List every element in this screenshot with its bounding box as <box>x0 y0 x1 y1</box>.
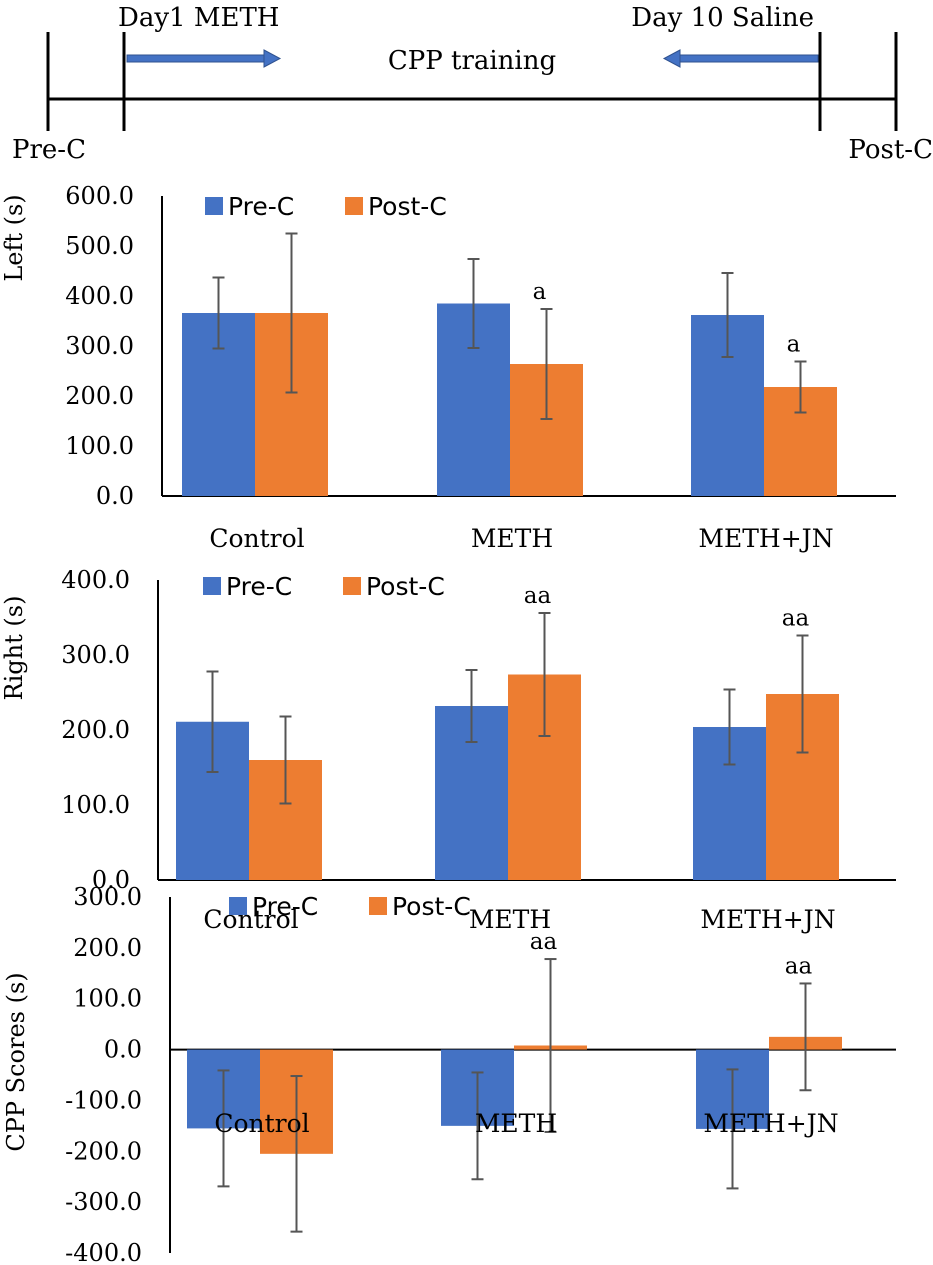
timeline-right-label: Post-C <box>848 135 933 165</box>
error-bar <box>467 258 480 349</box>
legend-label: Pre-C <box>226 572 292 601</box>
error-bar <box>212 276 225 350</box>
y-tick-label: 200.0 <box>65 382 134 410</box>
category-label: Control <box>209 524 304 553</box>
error-bar <box>206 670 219 773</box>
timeline-left-label: Pre-C <box>12 135 86 165</box>
legend-swatch <box>229 897 247 915</box>
legend-swatch <box>205 197 223 215</box>
y-tick-label: 100.0 <box>61 791 130 819</box>
error-bar <box>723 688 736 766</box>
y-tick-label: 300.0 <box>73 883 142 911</box>
y-tick-label: 200.0 <box>61 716 130 744</box>
y-tick-label: 300.0 <box>65 332 134 360</box>
legend-label: Post-C <box>368 192 447 221</box>
legend-label: Post-C <box>366 572 445 601</box>
legend-entry: Post-C <box>369 892 471 921</box>
legend-entry: Pre-C <box>205 192 294 221</box>
error-bar <box>285 232 298 394</box>
y-tick-label: -400.0 <box>65 1239 142 1265</box>
legend-label: Pre-C <box>228 192 294 221</box>
error-bar <box>794 360 807 414</box>
y-axis-title: Right (s) <box>0 596 28 701</box>
legend-label: Pre-C <box>252 892 318 921</box>
y-tick-label: 0.0 <box>96 482 134 510</box>
right-arrow-icon <box>126 49 282 68</box>
category-label: METH <box>469 905 551 934</box>
significance-label: a <box>787 332 801 358</box>
significance-label: aa <box>524 583 552 609</box>
error-bar <box>538 612 551 737</box>
chart-cpp-scores: -400.0 -300.0 -200.0 -100.0 0.0 100.0 200.0 300… <box>2 883 896 1265</box>
category-label: METH <box>475 1109 557 1138</box>
y-tick-label: -100.0 <box>65 1086 142 1114</box>
error-bar <box>465 669 478 743</box>
error-bar <box>279 715 292 805</box>
category-label: Control <box>214 1109 309 1138</box>
legend-entry: Pre-C <box>229 892 318 921</box>
legend-label: Post-C <box>392 892 471 921</box>
error-bar <box>471 1071 484 1181</box>
y-tick-label: 400.0 <box>61 566 130 594</box>
y-tick-label: -200.0 <box>65 1137 142 1165</box>
y-tick-label: 200.0 <box>73 934 142 962</box>
error-bar <box>544 958 557 1133</box>
y-tick-label: 100.0 <box>73 985 142 1013</box>
legend-entry: Pre-C <box>203 572 292 601</box>
timeline-start-label: Day1 METH <box>118 3 279 33</box>
left-arrow-icon <box>662 49 819 68</box>
category-label: METH+JN <box>700 905 835 934</box>
category-label: METH <box>471 524 553 553</box>
significance-label: aa <box>530 929 558 955</box>
significance-label: aa <box>785 953 813 979</box>
error-bar <box>217 1069 230 1188</box>
legend-swatch <box>343 577 361 595</box>
legend-entry: Post-C <box>345 192 447 221</box>
timeline-end-label: Day 10 Saline <box>631 3 814 33</box>
category-label: Control <box>203 905 298 934</box>
y-tick-label: 300.0 <box>61 641 130 669</box>
chart-right: 0.0 100.0 200.0 300.0 400.0 Right (s) aa aa Cont… <box>0 566 896 934</box>
category-label: METH+JN <box>698 524 833 553</box>
y-axis-title: Left (s) <box>0 194 28 281</box>
error-bar <box>721 272 734 358</box>
y-tick-label: 400.0 <box>65 282 134 310</box>
y-tick-label: 0.0 <box>104 1036 142 1064</box>
significance-label: aa <box>782 606 810 632</box>
legend-swatch <box>369 897 387 915</box>
y-tick-label: 100.0 <box>65 432 134 460</box>
timeline: Day1 METH Day 10 Saline CPP training Pre… <box>12 3 933 165</box>
error-bar <box>290 1075 303 1233</box>
y-tick-label: 600.0 <box>65 182 134 210</box>
error-bar <box>799 982 812 1092</box>
error-bar <box>726 1068 739 1190</box>
significance-label: a <box>533 279 547 305</box>
error-bar <box>796 634 809 754</box>
timeline-center-label: CPP training <box>388 46 556 76</box>
legend-swatch <box>203 577 221 595</box>
error-bar <box>540 308 553 420</box>
chart-left: 0.0 100.0 200.0 300.0 400.0 500.0 600.0 Left (s… <box>0 182 896 553</box>
y-axis-title: CPP Scores (s) <box>2 972 30 1151</box>
legend-entry: Post-C <box>343 572 445 601</box>
y-tick-label: 500.0 <box>65 232 134 260</box>
legend-swatch <box>345 197 363 215</box>
y-tick-label: -300.0 <box>65 1188 142 1216</box>
y-tick-label: 0.0 <box>92 866 130 894</box>
category-label: METH+JN <box>703 1109 838 1138</box>
